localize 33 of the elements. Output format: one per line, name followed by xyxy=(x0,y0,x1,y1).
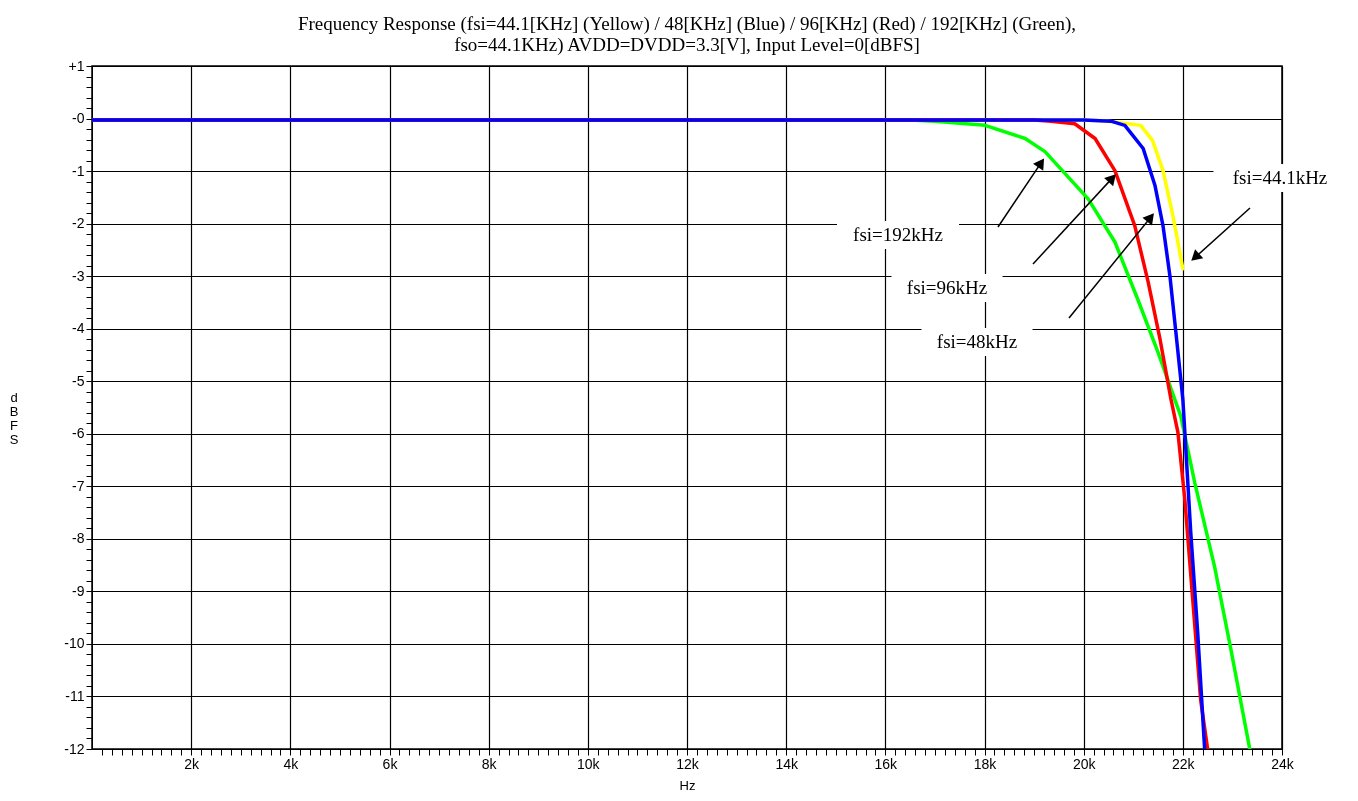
annotation: fsi=48kHz xyxy=(936,331,1018,352)
x-tick-label: 8k xyxy=(481,755,498,772)
x-tick-label: 10k xyxy=(577,755,601,772)
y-axis-title: dBFS xyxy=(9,389,19,447)
x-tick-label: 16k xyxy=(874,755,899,772)
y-tick-label: -10 xyxy=(64,635,85,652)
y-tick-label: -0 xyxy=(72,110,85,127)
x-tick-label: 12k xyxy=(676,755,700,772)
x-tick-label: 2k xyxy=(184,755,201,772)
y-tick-label: -12 xyxy=(64,740,85,757)
x-tick-label: 6k xyxy=(382,755,399,772)
annotation: fsi=44.1kHz xyxy=(1232,167,1328,188)
annotation: fsi=96kHz xyxy=(906,277,988,298)
y-tick-label: +1 xyxy=(68,57,85,74)
x-tick-label: 14k xyxy=(775,755,799,772)
y-tick-label: -3 xyxy=(72,267,85,284)
y-tick-label: -5 xyxy=(72,372,85,389)
annotation: fsi=192kHz xyxy=(853,224,943,245)
x-tick-label: 22k xyxy=(1172,755,1196,772)
y-tick-label: -1 xyxy=(72,162,85,179)
chart-title: Frequency Response (fsi=44.1[KHz] (Yellow) / 48[KHz] (Blue) / 96[KHz] (Red) / 192[KHz] (Green), fso=44.1KHz) AVDD=DVDD=3.3[V], Input Level=0[dBFS] xyxy=(297,13,1077,56)
y-tick-label: -7 xyxy=(72,477,85,494)
y-tick-label: -9 xyxy=(72,582,85,599)
x-tick-label: 24k xyxy=(1271,755,1295,772)
x-axis-title: Hz xyxy=(679,777,696,793)
x-tick-label: 4k xyxy=(283,755,300,772)
y-tick-label: -11 xyxy=(65,687,85,704)
x-tick-label: 20k xyxy=(1072,755,1097,772)
y-tick-label: -4 xyxy=(72,320,85,337)
y-tick-label: -2 xyxy=(72,215,85,232)
y-tick-label: -8 xyxy=(72,530,85,547)
y-tick-label: -6 xyxy=(72,425,85,442)
x-tick-label: 18k xyxy=(973,755,998,772)
